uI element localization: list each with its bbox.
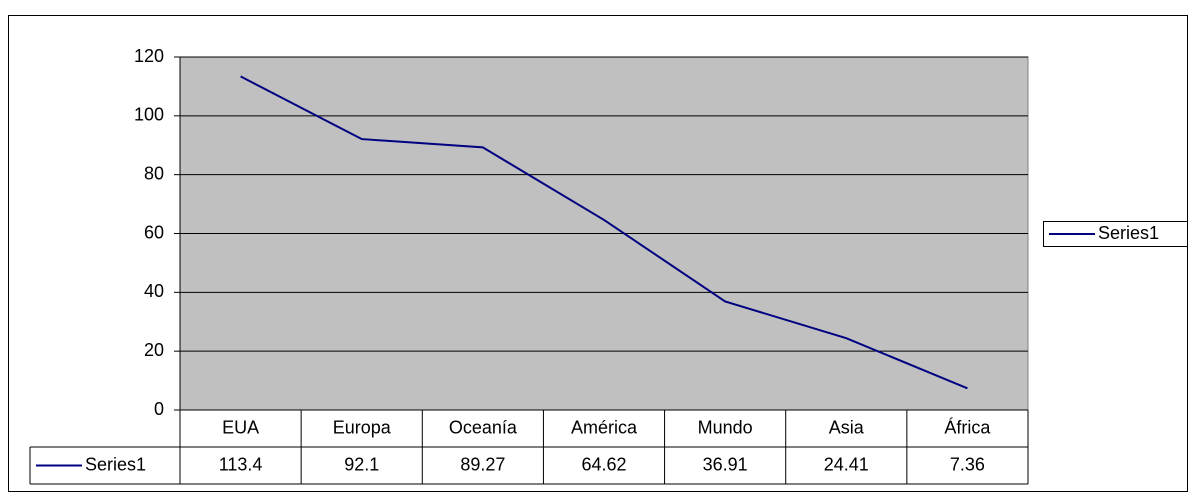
y-tick-label: 80 <box>144 163 164 183</box>
table-value: 89.27 <box>460 454 505 474</box>
y-tick-label: 0 <box>154 399 164 419</box>
x-tick-label: Oceanía <box>449 417 518 437</box>
y-tick-label: 120 <box>134 46 164 66</box>
table-value: 36.91 <box>703 454 748 474</box>
y-tick-label: 20 <box>144 340 164 360</box>
table-value: 64.62 <box>581 454 626 474</box>
x-tick-label: EUA <box>222 417 259 437</box>
x-tick-label: Asia <box>829 417 865 437</box>
x-tick-label: Mundo <box>698 417 753 437</box>
table-value: 7.36 <box>950 454 985 474</box>
x-tick-label: África <box>944 417 991 437</box>
y-tick-label: 60 <box>144 222 164 242</box>
table-value: 92.1 <box>344 454 379 474</box>
table-value: 113.4 <box>219 454 263 474</box>
line-series <box>240 75 968 390</box>
table-value: 24.41 <box>824 454 869 474</box>
table-series-name: Series1 <box>85 454 146 474</box>
x-tick-label: América <box>571 417 638 437</box>
legend-label: Series1 <box>1098 223 1159 243</box>
x-tick-label: Europa <box>333 417 392 437</box>
y-tick-label: 100 <box>134 105 164 125</box>
y-tick-label: 40 <box>144 281 164 301</box>
